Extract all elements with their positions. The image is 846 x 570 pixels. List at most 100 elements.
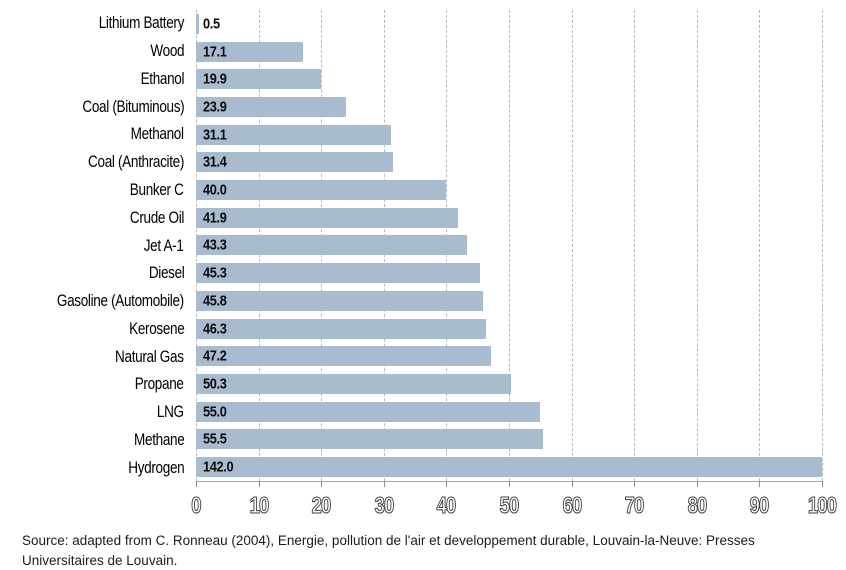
axis-tick: [759, 481, 761, 487]
axis-tick: [696, 481, 698, 487]
bar-row: 40.0: [196, 176, 822, 204]
x-axis-tick-labels: 0 10 20 30 40 50 60 70 80 90 100: [191, 491, 838, 522]
axis-tick: [634, 481, 636, 487]
value-label: 55.0: [203, 403, 227, 421]
gridline: [822, 10, 823, 481]
category-label: Methane: [133, 430, 185, 449]
plot-area: 0.5 17.1 19.9 23.9 31.1 31.4 40.0 41.9 43.3 45.3 4…: [196, 10, 823, 487]
bar: [196, 124, 391, 145]
axis-tick-label: 40: [436, 491, 458, 518]
source-text: Source: adapted from C. Ronneau (2004), …: [22, 533, 755, 568]
bar-row: 43.3: [196, 232, 822, 260]
bar: [196, 401, 541, 422]
category-label: Bunker C: [130, 180, 184, 199]
bar: [196, 41, 304, 62]
bar: [196, 152, 393, 173]
category-label: Jet A-1: [144, 236, 184, 255]
category-label: Gasoline (Automobile): [57, 292, 184, 311]
category-label: Methanol: [130, 125, 184, 144]
bar-row: 17.1: [196, 38, 822, 66]
axis-tick: [822, 481, 823, 487]
bar: [196, 207, 459, 228]
bar: [196, 290, 483, 311]
bar: [196, 69, 321, 90]
bar: [196, 318, 486, 339]
bar-row: 142.0: [196, 453, 822, 481]
value-label: 50.3: [203, 375, 227, 393]
axis-tick: [383, 481, 385, 487]
bar-row: 47.2: [196, 342, 822, 370]
value-label: 41.9: [203, 209, 227, 227]
value-label: 142.0: [203, 458, 234, 476]
category-label: Diesel: [148, 264, 184, 283]
axis-tick-label: 90: [749, 491, 771, 518]
axis-tick-label: 10: [249, 491, 270, 518]
bar: [196, 263, 480, 284]
category-label: Coal (Bituminous): [82, 97, 184, 116]
value-label: 43.3: [203, 236, 227, 254]
value-label: 31.4: [203, 153, 227, 171]
bar: [196, 96, 346, 117]
value-label: 17.1: [203, 43, 227, 61]
axis-tick: [258, 481, 260, 487]
value-label: 55.5: [203, 430, 227, 448]
axis-tick: [571, 481, 573, 487]
bar: [196, 235, 468, 256]
value-label: 40.0: [203, 181, 227, 199]
axis-tick: [196, 481, 197, 487]
axis-tick-label: 50: [499, 491, 520, 518]
axis-tick-label: 80: [687, 491, 708, 518]
category-label: Natural Gas: [115, 347, 184, 366]
axis-tick: [446, 481, 448, 487]
category-label: Hydrogen: [127, 458, 184, 477]
bar-row: 50.3: [196, 370, 822, 398]
bar: [196, 429, 544, 450]
axis-tick-label: 20: [311, 491, 332, 518]
category-label: Kerosene: [128, 319, 185, 338]
value-label: 31.1: [203, 126, 227, 144]
category-label: Lithium Battery: [98, 14, 185, 33]
bar: [196, 373, 511, 394]
gridline: [759, 10, 761, 481]
category-axis: Lithium Battery Wood Ethanol Coal (Bitumino…: [0, 10, 190, 482]
value-label: 0.5: [203, 15, 220, 33]
bar: [196, 346, 492, 367]
axis-tick-label: 0: [191, 491, 202, 518]
bar: [196, 180, 447, 201]
category-label: Ethanol: [140, 69, 184, 88]
category-label: Wood: [150, 42, 184, 61]
value-label: 19.9: [203, 70, 227, 88]
value-label: 45.3: [203, 264, 227, 282]
category-label: Crude Oil: [129, 208, 185, 227]
bar-row: 31.4: [196, 149, 822, 177]
value-label: 47.2: [203, 347, 227, 365]
bar-row: 45.8: [196, 287, 822, 315]
bar-row: 45.3: [196, 259, 822, 287]
bar-row: 19.9: [196, 65, 822, 93]
gridline: [696, 10, 698, 481]
bar: [196, 457, 822, 478]
axis-tick: [509, 481, 510, 487]
bar-row: 31.1: [196, 121, 822, 149]
category-label: Propane: [135, 375, 184, 394]
axis-tick: [321, 481, 323, 487]
category-label: Coal (Anthracite): [88, 153, 184, 172]
bar-row: 0.5: [196, 10, 822, 38]
axis-tick-label: 60: [562, 491, 583, 518]
bar-rows: 0.5 17.1 19.9 23.9 31.1 31.4 40.0 41.9 43.3 45.3 4…: [196, 10, 822, 481]
bar-row: 55.5: [196, 426, 822, 454]
value-label: 23.9: [203, 98, 227, 116]
axis-tick-label: 30: [374, 491, 395, 518]
axis-tick-label: 100: [807, 491, 837, 518]
bar-row: 55.0: [196, 398, 822, 426]
value-label: 46.3: [203, 320, 227, 338]
bar: [196, 13, 200, 34]
gridline: [509, 10, 510, 481]
axis-tick-label: 70: [624, 491, 645, 518]
category-label: LNG: [157, 403, 184, 422]
bar-row: 41.9: [196, 204, 822, 232]
gridline: [634, 10, 636, 481]
bar-row: 23.9: [196, 93, 822, 121]
bar-row: 46.3: [196, 315, 822, 343]
